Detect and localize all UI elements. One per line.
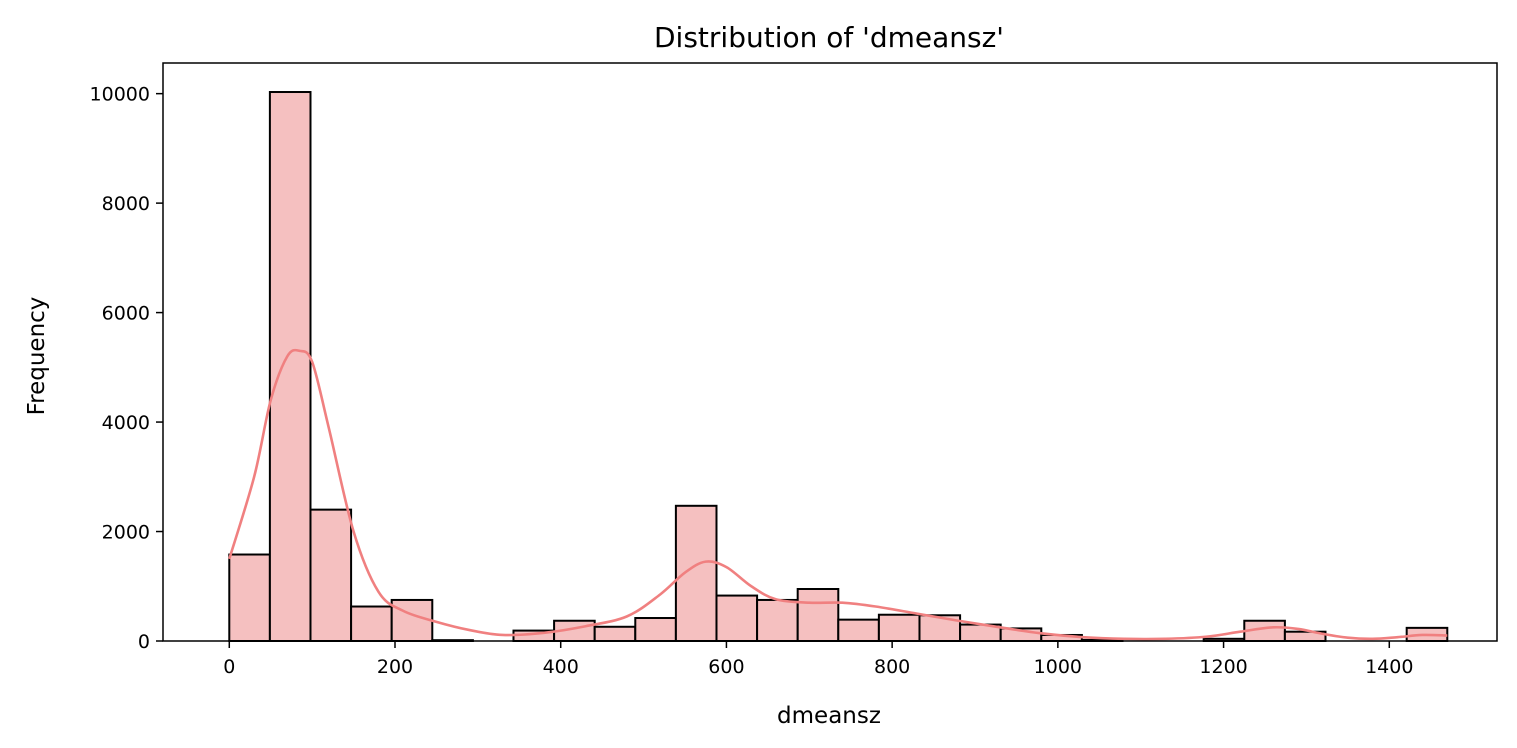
- histogram-bar-0: [228, 553, 271, 643]
- x-tick-label: 400: [543, 656, 579, 678]
- histogram-bar-9: [593, 625, 637, 643]
- x-tick-label: 200: [377, 656, 413, 678]
- histogram-bar-10: [634, 617, 677, 643]
- y-tick-label: 4000: [102, 412, 150, 434]
- plot-frame: [162, 62, 1498, 642]
- x-tick-label: 800: [874, 656, 910, 678]
- y-tick-label: 2000: [102, 522, 150, 544]
- histogram-bar-16: [877, 613, 921, 642]
- y-tick-label: 6000: [102, 303, 150, 325]
- histogram-bar-3: [350, 605, 393, 643]
- x-tick-label: 1400: [1365, 656, 1413, 678]
- x-axis-title: dmeansz: [777, 703, 881, 729]
- y-tick-label: 0: [138, 631, 150, 653]
- x-tick-label: 600: [708, 656, 744, 678]
- histogram-bar-2: [309, 508, 353, 643]
- x-tick-label: 1000: [1034, 656, 1082, 678]
- histogram-bar-4: [390, 598, 434, 643]
- x-tick-label: 1200: [1199, 656, 1247, 678]
- x-tick-label: 0: [223, 656, 235, 678]
- x-axis-ticks: 0 200 400 600 800 1000 1200 1400: [223, 641, 1413, 678]
- histogram-bar-1: [268, 91, 312, 642]
- histogram-bars: [228, 91, 1449, 643]
- kde-curve: [228, 348, 1448, 641]
- histogram-bar-14: [796, 588, 840, 642]
- histogram-bar-13: [756, 598, 799, 643]
- y-tick-label: 8000: [102, 193, 150, 215]
- chart-title: Distribution of 'dmeansz': [654, 21, 1004, 54]
- y-tick-label: 10000: [90, 84, 150, 106]
- y-axis-title: Frequency: [24, 297, 50, 416]
- y-axis-ticks: 0 2000 4000 6000 8000 10000: [90, 84, 163, 653]
- histogram-bar-15: [837, 618, 880, 643]
- histogram-bar-12: [715, 594, 759, 643]
